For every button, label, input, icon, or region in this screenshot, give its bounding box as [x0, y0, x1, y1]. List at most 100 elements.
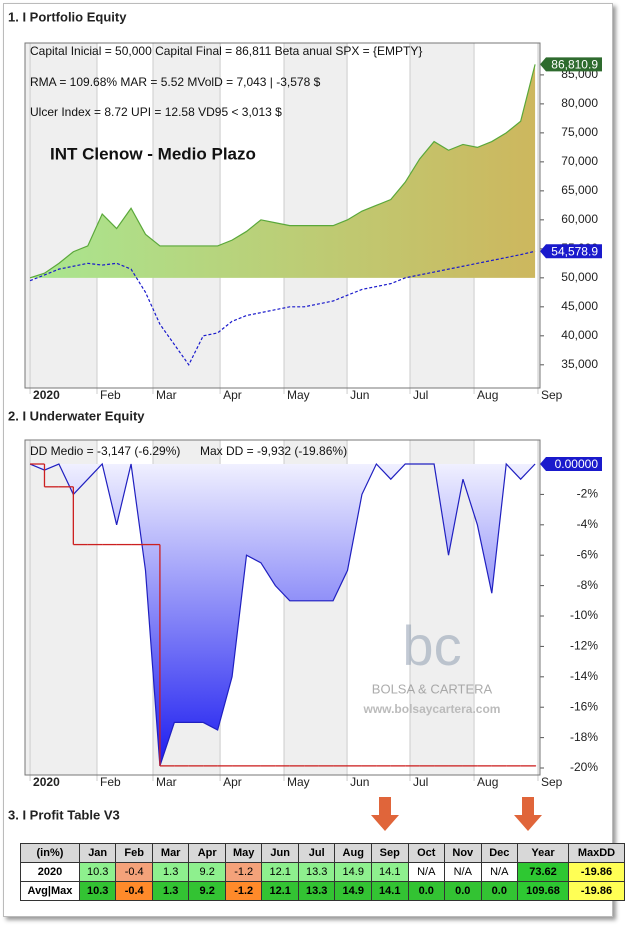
arrow	[514, 797, 542, 831]
month-band	[25, 43, 98, 388]
table-cell: 0.0	[480, 881, 519, 901]
y-tick-label: -4%	[577, 517, 599, 531]
y-tick-label: -20%	[570, 760, 598, 774]
x-tick-label: Sep	[541, 775, 563, 789]
month-band	[537, 43, 540, 388]
y-tick-label: -18%	[570, 730, 598, 744]
table-cell: 1.3	[151, 881, 190, 901]
annotation: Capital Inicial = 50,000 Capital Final =…	[30, 44, 422, 58]
x-tick-label: Aug	[477, 775, 498, 789]
table-cell: N/A	[444, 862, 482, 882]
y-tick-label: -16%	[570, 699, 598, 713]
table-cell: Apr	[188, 843, 226, 863]
y-tick-label: -2%	[577, 487, 599, 501]
table-cell: May	[224, 843, 263, 863]
x-tick-label: Jul	[413, 388, 428, 402]
series-line	[29, 250, 536, 366]
table-cell: Nov	[444, 843, 482, 863]
header-row: (in%) Jan Feb Mar Apr May Jun Jul Aug Sep Oct Nov De…	[20, 843, 625, 863]
x-tick-label: Jun	[350, 388, 369, 402]
x-tick-label: May	[287, 775, 310, 789]
table-cell: N/A	[407, 862, 446, 882]
value-label: 0.00000	[555, 457, 599, 471]
x-tick-label: Aug	[477, 388, 498, 402]
section-title: 3. I Profit Table V3	[8, 807, 120, 822]
series-line	[29, 462, 536, 767]
y-tick-label: 75,000	[561, 125, 598, 139]
arrow	[371, 797, 399, 831]
table-cell: Feb	[115, 843, 153, 863]
y-tick-label: 70,000	[561, 154, 598, 168]
y-tick-label: 40,000	[561, 328, 598, 342]
table-cell: -19.86	[567, 862, 625, 882]
month-band	[152, 43, 221, 388]
table-cell: Sep	[371, 843, 409, 863]
table-cell: Avg|Max	[20, 881, 80, 901]
table-cell: Mar	[151, 843, 190, 863]
table-cell: 1.3	[151, 862, 190, 882]
table-cell: Oct	[407, 843, 446, 863]
annotation: DD Medio = -3,147 (-6.29%)	[30, 444, 180, 458]
table-cell: 10.3	[78, 881, 117, 901]
annotation: RMA = 109.68% MAR = 5.52 MVolD = 7,043 |…	[30, 75, 321, 89]
table-cell: 14.9	[334, 881, 372, 901]
table-cell: -1.2	[224, 862, 263, 882]
x-tick-label: Jul	[413, 775, 428, 789]
table-cell: -19.86	[567, 881, 625, 901]
table-cell: MaxDD	[567, 843, 625, 863]
table-cell: 10.3	[78, 862, 117, 882]
y-tick-label: -8%	[577, 578, 599, 592]
series-line	[29, 64, 536, 279]
table-cell: 13.3	[297, 881, 336, 901]
table-cell: Jun	[261, 843, 299, 863]
table-cell: 12.1	[261, 862, 299, 882]
month-band	[284, 43, 348, 388]
annotation: Max DD = -9,932 (-19.86%)	[200, 444, 347, 458]
x-tick-label: Apr	[223, 388, 242, 402]
value-label: 54,578.9	[551, 244, 598, 258]
value-label: 86,810.9	[551, 58, 598, 72]
area-fill	[30, 64, 536, 278]
plot-border	[24, 42, 541, 389]
section-title: 2. I Underwater Equity	[8, 408, 145, 423]
y-tick-label: 50,000	[561, 270, 598, 284]
table-cell: Jan	[78, 843, 117, 863]
table-cell: 9.2	[188, 862, 226, 882]
table-row: Avg|Max 10.3 -0.4 1.3 9.2 -1.2 12.1 13.3 14.9 14.…	[20, 881, 625, 901]
value-label-box	[540, 457, 602, 472]
table-cell: 2020	[20, 862, 80, 882]
x-tick-label: 2020	[33, 388, 60, 402]
table-cell: 14.1	[371, 862, 409, 882]
table-cell: 13.3	[297, 862, 336, 882]
x-tick-label: Mar	[156, 775, 177, 789]
table-cell: 12.1	[261, 881, 299, 901]
table-cell: Year	[517, 843, 569, 863]
x-tick-label: Sep	[541, 388, 563, 402]
table-cell: Dec	[480, 843, 519, 863]
plot-border	[24, 439, 541, 776]
x-tick-label: Jun	[350, 775, 369, 789]
table-cell: 109.68	[517, 881, 569, 901]
y-tick-label: 45,000	[561, 299, 598, 313]
x-tick-label: May	[287, 388, 310, 402]
watermark-logo: bc	[402, 614, 461, 677]
table-cell: -0.4	[115, 881, 153, 901]
table-cell: 0.0	[444, 881, 482, 901]
x-tick-label: 2020	[33, 775, 60, 789]
table-cell: Aug	[334, 843, 372, 863]
watermark-name: BOLSA & CARTERA	[372, 681, 493, 696]
table-cell: 0.0	[407, 881, 446, 901]
y-tick-label: -12%	[570, 639, 598, 653]
table-cell: 73.62	[517, 862, 569, 882]
x-tick-label: Feb	[100, 775, 121, 789]
y-tick-label: -6%	[577, 547, 599, 561]
section-title: 1. I Portfolio Equity	[8, 9, 127, 24]
y-tick-label: -14%	[570, 669, 598, 683]
x-tick-label: Feb	[100, 388, 121, 402]
watermark-url: www.bolsaycartera.com	[363, 702, 501, 716]
y-tick-label: 35,000	[561, 357, 598, 371]
x-tick-label: Apr	[223, 775, 242, 789]
table-cell: 9.2	[188, 881, 226, 901]
y-tick-label: 80,000	[561, 96, 598, 110]
